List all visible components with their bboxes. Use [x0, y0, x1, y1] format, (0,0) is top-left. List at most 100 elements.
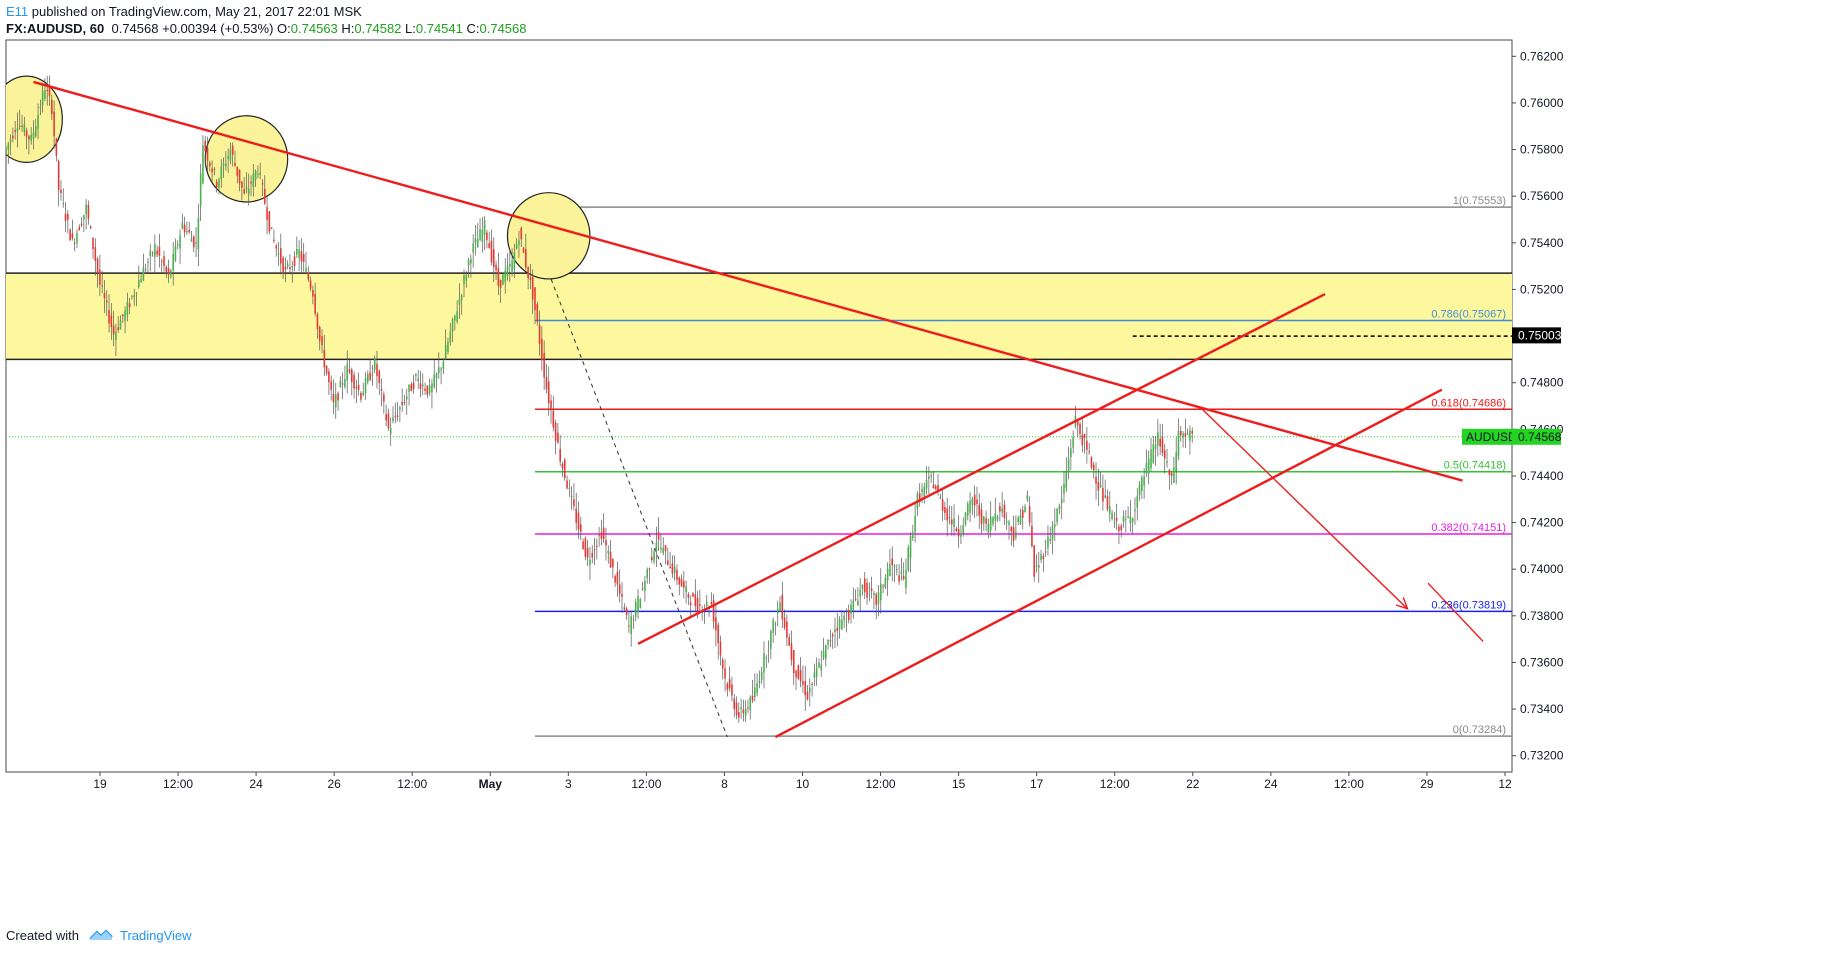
candle-body — [273, 239, 275, 242]
candle — [683, 570, 685, 599]
candles — [6, 75, 1194, 723]
candle — [996, 514, 999, 523]
candle — [884, 574, 887, 589]
tradingview-logo-icon[interactable] — [88, 927, 113, 947]
candle-body — [605, 540, 607, 546]
candle-body — [442, 361, 445, 369]
candle — [476, 223, 479, 248]
candle-body — [1111, 513, 1113, 519]
candle — [655, 526, 658, 567]
candle — [648, 567, 651, 584]
candle — [877, 585, 880, 617]
candle-body — [705, 601, 708, 607]
candle — [1145, 449, 1148, 478]
candle-body — [808, 688, 811, 693]
candle-body — [831, 634, 834, 637]
candle — [410, 382, 413, 392]
candle — [847, 604, 850, 624]
candle-body — [9, 139, 12, 143]
candle-body — [863, 578, 866, 593]
candle — [21, 114, 23, 132]
candle — [490, 229, 493, 266]
candle — [815, 657, 818, 686]
candle-body — [650, 556, 653, 561]
candle-body — [502, 274, 504, 285]
candle — [266, 194, 268, 235]
candle-body — [889, 564, 891, 577]
candle-body — [873, 592, 875, 595]
candle-body — [424, 388, 426, 391]
candle-body — [538, 325, 541, 345]
candle-body — [341, 383, 344, 385]
candle-body — [513, 252, 516, 269]
candle — [179, 229, 181, 265]
candle — [199, 163, 202, 221]
fib-label-0.618: 0.618(0.74686) — [1431, 397, 1506, 409]
candle — [534, 287, 536, 325]
candle-body — [421, 384, 424, 387]
candle-body — [896, 569, 898, 571]
candle-body — [506, 265, 509, 277]
trendline-channel-upper — [637, 293, 1326, 645]
candle-body — [976, 499, 978, 505]
candle — [392, 406, 394, 424]
candle-body — [1076, 420, 1079, 426]
candle — [685, 580, 687, 604]
candle — [273, 229, 275, 244]
candle-body — [847, 609, 850, 621]
candle — [280, 233, 282, 275]
candle — [318, 325, 321, 351]
candle — [463, 269, 465, 298]
candle — [726, 681, 729, 697]
candle — [353, 371, 355, 399]
symbol-label[interactable]: FX:AUDUSD, 60 — [6, 21, 105, 36]
candle — [790, 630, 793, 666]
candle-body — [1070, 448, 1072, 458]
candle — [898, 563, 900, 585]
candle-body — [268, 211, 271, 232]
candle — [504, 258, 507, 294]
candle-body — [78, 227, 81, 231]
candle — [882, 583, 884, 594]
candle-body — [912, 532, 914, 538]
candle — [48, 75, 51, 107]
candle-body — [953, 518, 955, 528]
candle — [346, 350, 349, 394]
candle — [1186, 428, 1189, 436]
y-tick-label: 0.75200 — [1520, 282, 1564, 296]
candle — [1028, 496, 1031, 527]
candle-body — [332, 394, 335, 403]
candle — [284, 257, 287, 283]
candle — [458, 283, 461, 320]
candle — [538, 310, 541, 356]
candle-body — [277, 253, 280, 255]
author-link[interactable]: E11 — [6, 4, 29, 19]
candle-body — [731, 684, 733, 696]
candle-body — [781, 594, 784, 620]
candle — [664, 545, 667, 565]
candle-body — [989, 516, 992, 531]
candle-body — [1003, 504, 1006, 519]
candle-body — [630, 616, 632, 635]
candle — [879, 568, 882, 614]
candle-body — [841, 619, 843, 630]
candle — [657, 517, 660, 552]
candle-body — [664, 545, 667, 552]
candle-body — [328, 371, 330, 383]
candle — [1147, 450, 1150, 485]
candle — [314, 282, 316, 317]
candle — [634, 598, 637, 622]
candle — [529, 263, 532, 289]
tradingview-link[interactable]: TradingView — [120, 928, 192, 943]
candle — [1143, 468, 1145, 499]
y-tick-label: 0.73600 — [1520, 655, 1564, 669]
candle — [905, 558, 907, 594]
candle-body — [1159, 438, 1161, 447]
candle — [424, 382, 426, 396]
candle-body — [403, 401, 406, 403]
candle — [252, 164, 255, 197]
candle-body — [655, 541, 658, 552]
candle — [1177, 418, 1180, 461]
